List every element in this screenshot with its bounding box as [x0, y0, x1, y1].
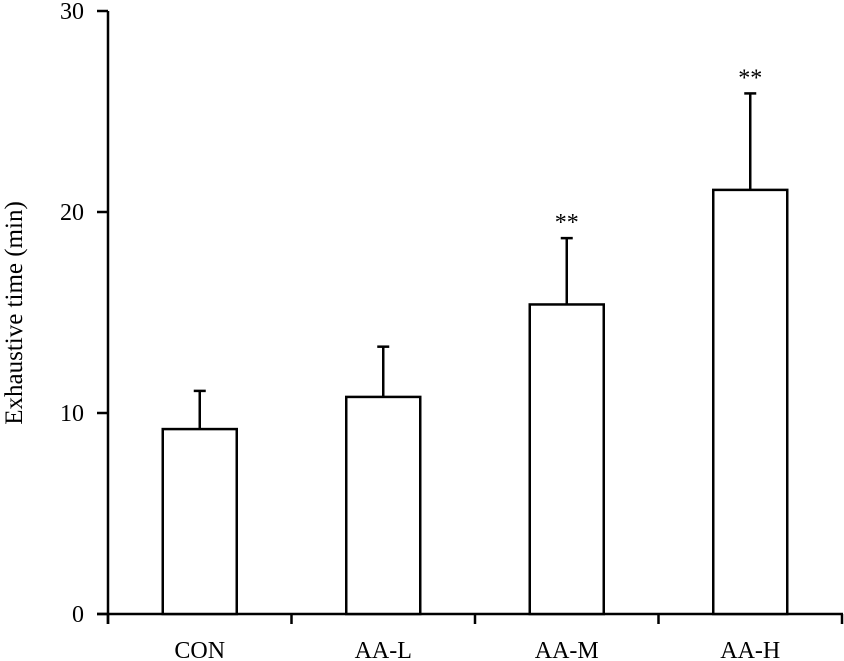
y-axis: 0 10 20 30 — [60, 0, 110, 628]
x-category-label: AA-L — [355, 638, 412, 661]
y-tick-label: 10 — [60, 401, 84, 427]
bar-rect — [161, 427, 238, 616]
bar-aa-l: AA-L — [345, 345, 422, 661]
x-axis — [97, 612, 844, 624]
bar-aa-h: ** AA-H — [712, 65, 789, 661]
y-tick-label: 0 — [72, 602, 84, 628]
y-tick-label: 30 — [60, 0, 84, 25]
y-axis-label: Exhaustive time (min) — [1, 201, 28, 425]
bar-rect — [528, 303, 605, 616]
bar-rect — [712, 188, 789, 616]
bar-rect — [345, 395, 422, 616]
x-category-label: AA-H — [720, 638, 780, 661]
x-category-label: AA-M — [535, 638, 599, 661]
significance-marker: ** — [738, 65, 762, 91]
bar-aa-m: ** AA-M — [528, 210, 605, 661]
x-category-label: CON — [174, 638, 225, 661]
y-tick-label: 20 — [60, 200, 84, 226]
bar-con: CON — [161, 389, 238, 661]
significance-marker: ** — [555, 210, 579, 236]
bars-group: CON AA-L ** AA-M ** AA-H — [161, 65, 789, 661]
